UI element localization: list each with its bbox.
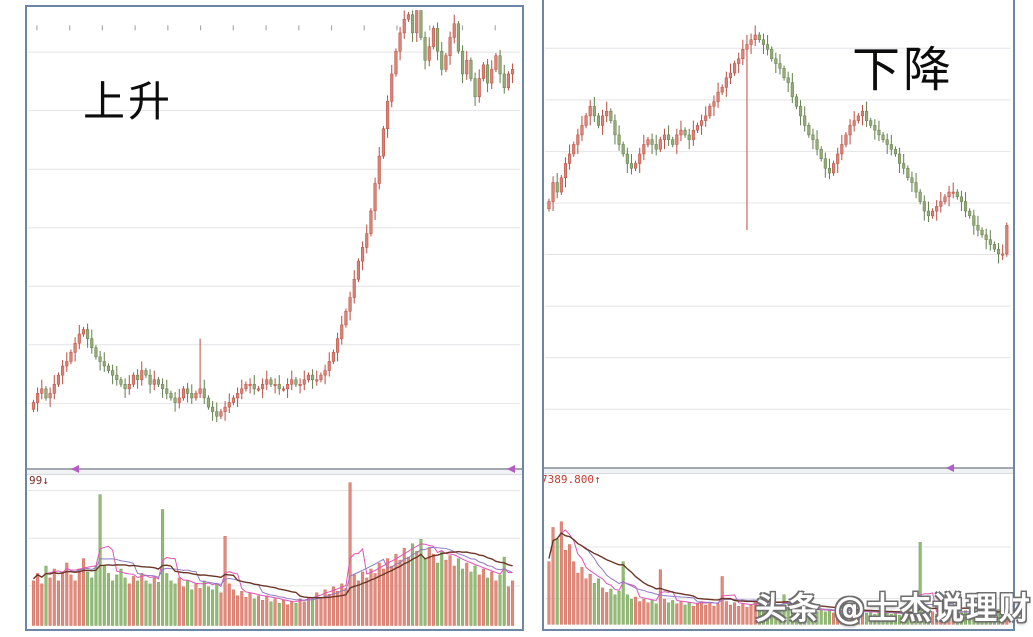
downtrend-annotation: 下降 bbox=[852, 42, 955, 98]
pane-divider-scrollbar[interactable] bbox=[27, 468, 522, 475]
volume-bars bbox=[31, 482, 515, 626]
volume-pane-value-label: 99↓ bbox=[29, 474, 49, 487]
uptrend-annotation: 上升 bbox=[83, 77, 174, 126]
gridlines bbox=[27, 51, 521, 587]
downtrend-chart-canvas bbox=[544, 25, 1012, 625]
gridlines bbox=[544, 47, 1012, 600]
scroll-left-arrow[interactable] bbox=[507, 465, 515, 473]
pane-divider-scrollbar[interactable] bbox=[544, 467, 1013, 474]
scroll-left-arrow[interactable] bbox=[71, 465, 79, 473]
volume-ma-lines bbox=[32, 543, 513, 602]
volume-pane-value-label: 7389.800↑ bbox=[542, 473, 601, 486]
chart-panel-downtrend: 下降 7389.800↑ bbox=[542, 0, 1015, 631]
chart-panel-uptrend: 上升 99↓ bbox=[25, 5, 524, 631]
volume-ma-lines bbox=[548, 529, 1007, 614]
uptrend-chart-canvas bbox=[27, 10, 521, 626]
scroll-left-arrow[interactable] bbox=[946, 464, 954, 472]
volume-bars bbox=[547, 521, 1009, 625]
candlestick-series bbox=[547, 25, 1009, 264]
watermark-text: 头条 @士杰说理财 bbox=[755, 591, 1032, 627]
date-tick-marks bbox=[36, 25, 496, 31]
candlestick-series bbox=[31, 10, 515, 423]
